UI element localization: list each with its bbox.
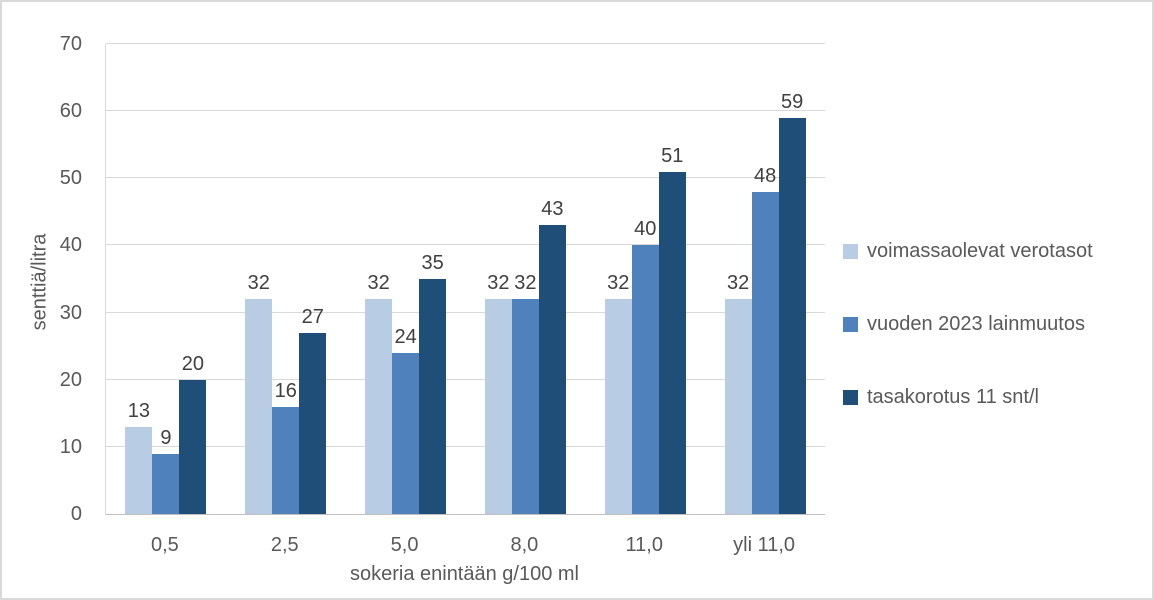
bar-value-label: 32 xyxy=(726,272,750,295)
bar-value-label: 35 xyxy=(421,252,444,274)
bar-value-label: 48 xyxy=(753,164,777,187)
legend-item: vuoden 2023 lainmuutos xyxy=(843,310,1093,338)
bar xyxy=(392,352,420,514)
y-tick-label: 0 xyxy=(70,503,82,525)
bar xyxy=(778,117,806,514)
y-tick-label: 20 xyxy=(59,368,82,391)
gridline xyxy=(106,244,825,246)
legend-marker-icon xyxy=(843,389,858,405)
bar-value-label: 32 xyxy=(607,272,630,295)
bar xyxy=(125,426,153,514)
bar xyxy=(272,406,300,514)
bar xyxy=(365,299,393,514)
bar xyxy=(751,191,779,514)
gridline xyxy=(106,43,825,44)
bar-value-label: 20 xyxy=(181,352,205,375)
bar xyxy=(299,332,327,514)
bar xyxy=(484,299,512,514)
y-tick-label: 30 xyxy=(59,301,82,324)
bar-value-label: 16 xyxy=(274,379,297,402)
bar-value-label: 59 xyxy=(780,90,804,113)
bar-value-label: 40 xyxy=(634,218,657,241)
bar-value-label: 24 xyxy=(394,325,417,348)
y-tick-label: 60 xyxy=(59,100,82,123)
x-tick-label: 5,0 xyxy=(390,534,419,556)
bar xyxy=(511,299,539,514)
x-tick-label: 0,5 xyxy=(151,534,179,556)
bar-value-label: 32 xyxy=(487,272,510,295)
legend-marker-icon xyxy=(843,243,858,259)
plot-area: 13 9 20 32 16 27 32 24 35 32 32 43 32 40 51 32 48 59 xyxy=(105,43,825,515)
legend: voimassaolevat verotasot vuoden 2023 lain… xyxy=(843,237,1093,411)
gridline xyxy=(106,177,825,179)
bar-value-label: 32 xyxy=(247,272,270,295)
gridline xyxy=(106,445,825,447)
x-tick-label: 11,0 xyxy=(625,534,663,556)
gridline xyxy=(106,311,825,313)
legend-marker-icon xyxy=(843,316,858,332)
bar-value-label: 32 xyxy=(514,272,537,295)
bar-value-label: 51 xyxy=(661,144,684,167)
bar-value-label: 27 xyxy=(301,305,324,328)
x-tick-label: 8,0 xyxy=(510,534,539,556)
bar xyxy=(538,225,566,514)
bar-value-label: 9 xyxy=(160,426,172,449)
bar xyxy=(245,299,273,514)
bar-value-label: 13 xyxy=(127,399,151,422)
y-tick-label: 70 xyxy=(59,33,82,55)
gridline xyxy=(106,378,825,380)
bar xyxy=(604,299,632,514)
bar xyxy=(419,279,447,514)
y-tick-label: 50 xyxy=(59,167,82,190)
legend-item: voimassaolevat verotasot xyxy=(843,237,1093,265)
legend-label: vuoden 2023 lainmuutos xyxy=(867,312,1085,335)
bar-value-label: 32 xyxy=(367,272,390,295)
y-tick-label: 40 xyxy=(59,234,82,257)
legend-label: voimassaolevat verotasot xyxy=(867,239,1093,262)
bar xyxy=(658,171,686,514)
gridline xyxy=(106,110,825,112)
bar xyxy=(152,453,180,514)
x-tick-label: yli 11,0 xyxy=(733,534,796,556)
bar xyxy=(179,379,207,514)
y-tick-label: 10 xyxy=(59,435,82,458)
bar xyxy=(724,299,752,514)
bar-value-label: 43 xyxy=(541,198,564,221)
legend-label: tasakorotus 11 snt/l xyxy=(867,385,1039,408)
x-tick-label: 2,5 xyxy=(270,534,299,556)
bar xyxy=(631,245,659,514)
legend-item: tasakorotus 11 snt/l xyxy=(843,383,1093,411)
x-axis-title: sokeria enintään g/100 ml xyxy=(349,563,580,585)
